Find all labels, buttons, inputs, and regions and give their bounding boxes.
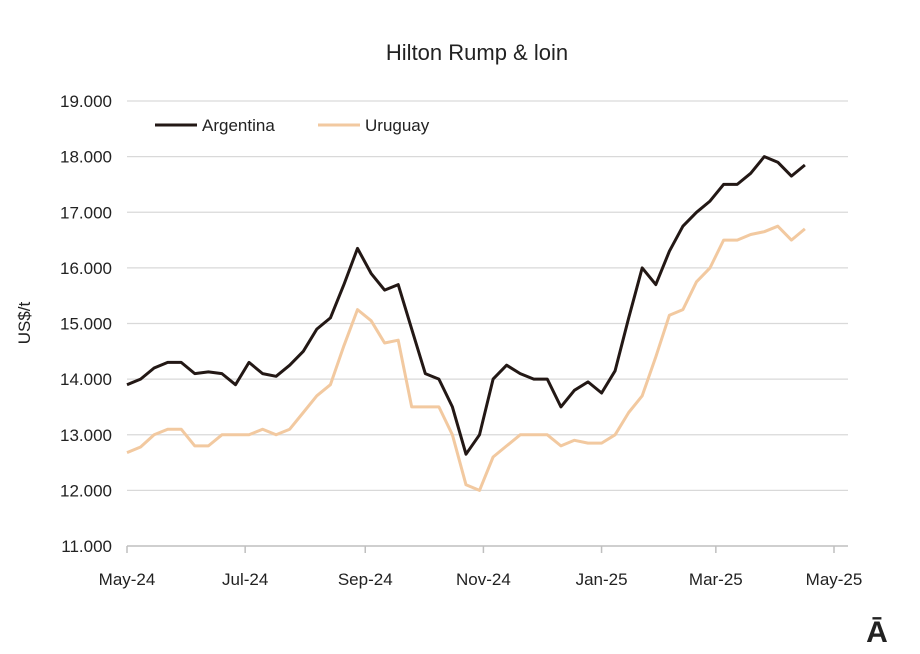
chart-title: Hilton Rump & loin xyxy=(386,40,568,65)
brand-logo: Ā xyxy=(866,616,888,649)
series-line-argentina xyxy=(126,155,806,456)
y-tick-label: 19.000 xyxy=(60,92,112,111)
y-tick-label: 12.000 xyxy=(60,481,112,500)
series-line-uruguay xyxy=(126,224,806,492)
legend-label-argentina: Argentina xyxy=(202,116,275,135)
y-tick-label: 16.000 xyxy=(60,259,112,278)
x-tick-label: Sep-24 xyxy=(338,570,393,589)
x-tick-label: Jul-24 xyxy=(222,570,268,589)
y-tick-label: 14.000 xyxy=(60,370,112,389)
y-tick-label: 11.000 xyxy=(61,537,112,556)
y-tick-label: 18.000 xyxy=(60,148,112,167)
x-tick-label: May-25 xyxy=(806,570,863,589)
y-tick-label: 13.000 xyxy=(60,426,112,445)
legend-label-uruguay: Uruguay xyxy=(365,116,430,135)
x-tick-label: Jan-25 xyxy=(576,570,628,589)
y-tick-label: 17.000 xyxy=(60,203,112,222)
x-tick-label: Mar-25 xyxy=(689,570,743,589)
x-tick-label: Nov-24 xyxy=(456,570,511,589)
x-tick-label: May-24 xyxy=(99,570,156,589)
y-tick-label: 15.000 xyxy=(60,315,112,334)
y-axis-label: US$/t xyxy=(15,301,34,344)
